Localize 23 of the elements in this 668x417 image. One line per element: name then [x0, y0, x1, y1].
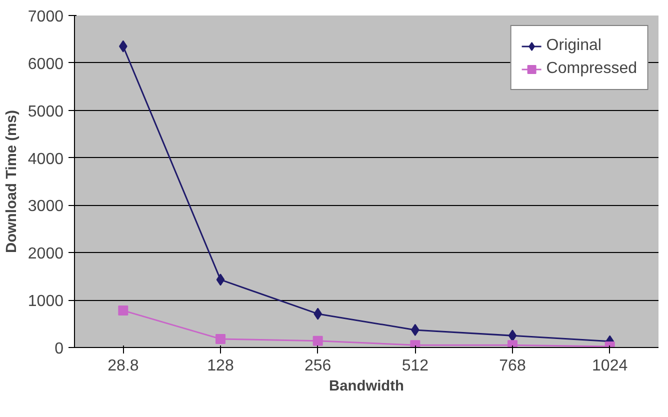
point	[118, 306, 128, 316]
y-tick-label: 5000	[28, 103, 64, 120]
point	[216, 334, 226, 344]
y-tick-label: 6000	[28, 56, 64, 73]
y-tick-label: 0	[54, 340, 64, 358]
y-tick-label: 3000	[28, 198, 64, 216]
legend-label: Original	[546, 37, 602, 55]
point	[312, 336, 323, 346]
x-tick-label: 256	[304, 358, 332, 374]
y-tick-label: 7000	[28, 8, 64, 26]
point	[508, 330, 517, 342]
x-tick-label: 512	[402, 358, 429, 374]
x-axis-title: Bandwidth	[329, 378, 404, 394]
x-tick-label: 128	[207, 358, 234, 374]
legend-label: Compressed	[546, 60, 637, 78]
y-tick-label: 4000	[28, 150, 64, 168]
y-tick-label: 1000	[28, 293, 64, 310]
x-tick-label: 768	[499, 358, 526, 374]
y-axis-title: Download Time (ms)	[4, 110, 20, 254]
point	[216, 274, 225, 286]
x-tick-label: 1024	[592, 358, 628, 374]
y-tick-label: 2000	[28, 246, 64, 263]
x-tick-label: 28.8	[108, 358, 139, 374]
